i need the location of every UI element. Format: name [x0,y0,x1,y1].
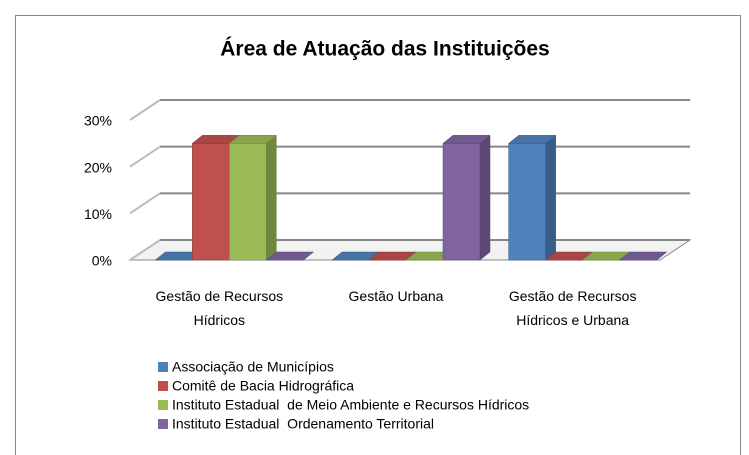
legend-swatch [158,362,168,372]
bar-front [192,143,230,261]
bar [405,251,454,261]
bar-top [265,251,315,261]
bar [228,134,278,261]
bar [265,251,315,261]
bar-top [228,135,278,144]
legend-label: Comitê de Bacia Hidrográfica [172,378,354,394]
x-tick-label: Gestão de Recursos Hídricos [155,288,284,328]
chart-frame [15,15,741,455]
grid-line-side [129,192,161,215]
x-tick-label: Gestão Urbana [348,288,444,304]
bar-top [618,251,668,261]
grid-line-side [129,239,161,261]
y-tick-label: 30% [84,113,112,129]
legend-label: Associação de Municípios [172,359,334,375]
legend-swatch [158,419,168,429]
grid-line-side [129,145,161,168]
bar-front [442,143,481,261]
x-tick-label: Gestão de Recursos Hídricos e Urbana [508,288,637,328]
legend-swatch [158,381,168,391]
legend-label: Instituto Estadual Ordenamento Territori… [172,416,434,432]
bar-front [229,143,267,261]
y-tick-label: 20% [84,159,112,175]
grid-line-side [129,99,161,121]
chart-title: Área de Atuação das Instituições [220,38,550,61]
bar [618,251,668,261]
bar [442,134,491,261]
y-tick-label: 10% [84,206,112,222]
bar-side [266,134,277,261]
bar-front [508,143,546,261]
bar-top [442,135,491,144]
bar-side [479,134,491,261]
legend-label: Instituto Estadual de Meio Ambiente e Re… [172,397,529,413]
bar-side [545,134,556,261]
legend-swatch [158,400,168,410]
y-tick-label: 0% [92,253,112,269]
bar [507,134,557,261]
bar-top [507,135,557,144]
